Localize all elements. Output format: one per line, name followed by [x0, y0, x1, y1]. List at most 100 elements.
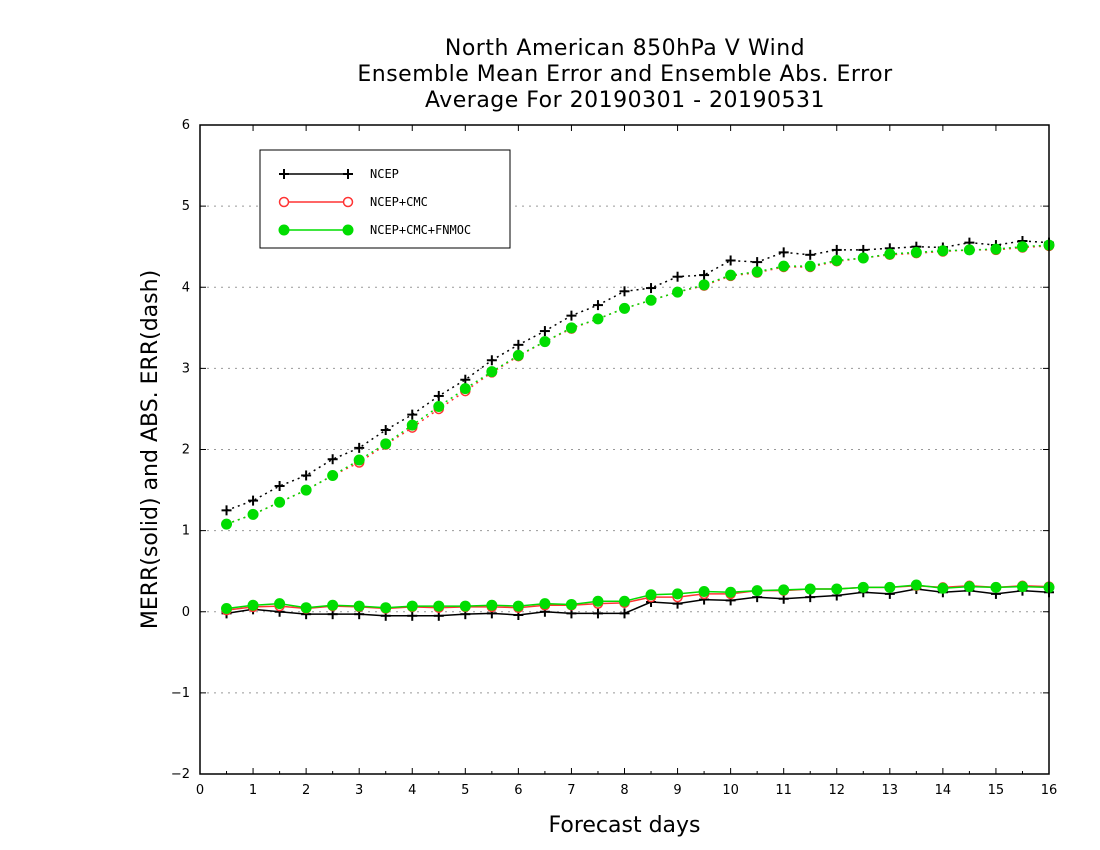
x-tick-label: 6: [514, 783, 522, 798]
chart-title-block: North American 850hPa V Wind Ensemble Me…: [200, 36, 1050, 114]
series-layer: [221, 236, 1055, 621]
abs-error-point: [619, 302, 630, 314]
abs-error-point: [831, 254, 843, 266]
abs-error-point: [486, 366, 498, 378]
mean-error-point: [406, 600, 418, 612]
x-axis-title: Forecast days: [548, 813, 700, 838]
x-tick-label: 16: [1041, 783, 1058, 798]
mean-error-point: [592, 595, 604, 607]
abs-error-point: [672, 286, 684, 298]
mean-error-point: [327, 599, 339, 611]
abs-error-point: [406, 419, 418, 431]
abs-error-point: [592, 313, 604, 325]
mean-error-point: [300, 602, 312, 614]
mean-error-point: [831, 583, 843, 595]
abs-error-point: [274, 496, 286, 508]
abs-error-point: [380, 438, 392, 450]
abs-error-point: [433, 401, 445, 413]
grid-lines: [200, 205, 1049, 694]
mean-error-point: [433, 600, 445, 612]
abs-error-point: [1016, 241, 1028, 253]
mean-error-point: [619, 595, 630, 607]
mean-error-point: [698, 585, 710, 597]
y-tick-label: 0: [182, 605, 190, 620]
mean-error-point: [672, 588, 684, 600]
legend-marker: [342, 196, 354, 208]
abs-error-point: [327, 469, 339, 481]
mean-error-point: [247, 599, 259, 611]
mean-error-point: [884, 581, 896, 593]
legend-label: NCEP+CMC: [370, 195, 428, 209]
abs-error-line: [226, 245, 1050, 525]
mean-error-point: [963, 581, 975, 593]
mean-error-point: [937, 582, 949, 594]
abs-error-point: [725, 269, 737, 281]
abs-error-point: [698, 279, 710, 291]
mean-error-point: [990, 581, 1002, 593]
abs-error-point: [353, 454, 365, 466]
mean-error-point: [1016, 581, 1028, 593]
mean-error-point: [353, 600, 365, 612]
abs-error-point: [884, 248, 896, 260]
abs-error-point: [565, 322, 577, 334]
abs-error-line: [226, 240, 1050, 512]
mean-error-point: [645, 589, 657, 601]
abs-error-point: [512, 349, 524, 361]
legend-marker: [342, 224, 354, 236]
mean-error-point: [486, 599, 498, 611]
abs-error-point: [221, 518, 233, 530]
x-tick-label: 8: [620, 783, 628, 798]
abs-error-point: [247, 508, 259, 520]
mean-error-point: [857, 581, 869, 593]
x-tick-label: 5: [461, 783, 469, 798]
mean-error-point: [910, 579, 922, 591]
y-tick-label: 4: [182, 280, 190, 295]
abs-error-point: [459, 383, 471, 395]
y-axis-title: MERR(solid) and ABS. ERR(dash): [138, 270, 163, 629]
x-tick-label: 13: [882, 783, 899, 798]
legend-label: NCEP: [370, 167, 399, 181]
mean-error-point: [380, 602, 392, 614]
x-tick-label: 9: [673, 783, 681, 798]
abs-error-point: [300, 484, 312, 496]
x-tick-label: 7: [567, 783, 575, 798]
x-tick-label: 10: [722, 783, 739, 798]
mean-error-point: [539, 598, 551, 610]
mean-error-point: [459, 600, 471, 612]
series-ncep: [221, 236, 1054, 621]
chart-subtitle-period: Average For 20190301 - 20190531: [424, 88, 826, 113]
abs-error-point: [937, 245, 949, 257]
y-tick-label: −2: [171, 767, 190, 782]
abs-error-point: [910, 246, 922, 258]
mean-error-point: [804, 583, 816, 595]
abs-error-point: [539, 336, 551, 348]
legend-marker: [278, 196, 290, 208]
mean-error-point: [512, 600, 524, 612]
x-tick-label: 12: [828, 783, 845, 798]
abs-error-line: [226, 244, 1050, 525]
legend-marker: [278, 224, 290, 236]
abs-error-point: [963, 244, 975, 256]
mean-error-point: [778, 584, 790, 596]
x-tick-label: 4: [408, 783, 416, 798]
mean-error-point: [751, 585, 763, 597]
y-tick-label: 2: [182, 443, 190, 458]
abs-error-point: [751, 266, 763, 278]
y-tick-label: 6: [182, 118, 190, 133]
x-tick-label: 3: [355, 783, 363, 798]
x-tick-label: 11: [775, 783, 792, 798]
abs-error-point: [804, 260, 816, 272]
legend-box: [259, 149, 511, 249]
abs-error-point: [857, 252, 869, 264]
y-tick-label: −1: [171, 686, 190, 701]
abs-error-point: [778, 260, 790, 272]
x-tick-label: 15: [988, 783, 1005, 798]
legend-label: NCEP+CMC+FNMOC: [370, 223, 471, 237]
mean-error-line: [226, 588, 1050, 617]
series-ncep-cmc-fnmoc: [221, 239, 1055, 615]
legend: NCEP NCEP+CMC NCEP+CMC+FNMOC: [259, 149, 511, 249]
mean-error-point: [725, 586, 737, 598]
abs-error-point: [990, 243, 1002, 255]
